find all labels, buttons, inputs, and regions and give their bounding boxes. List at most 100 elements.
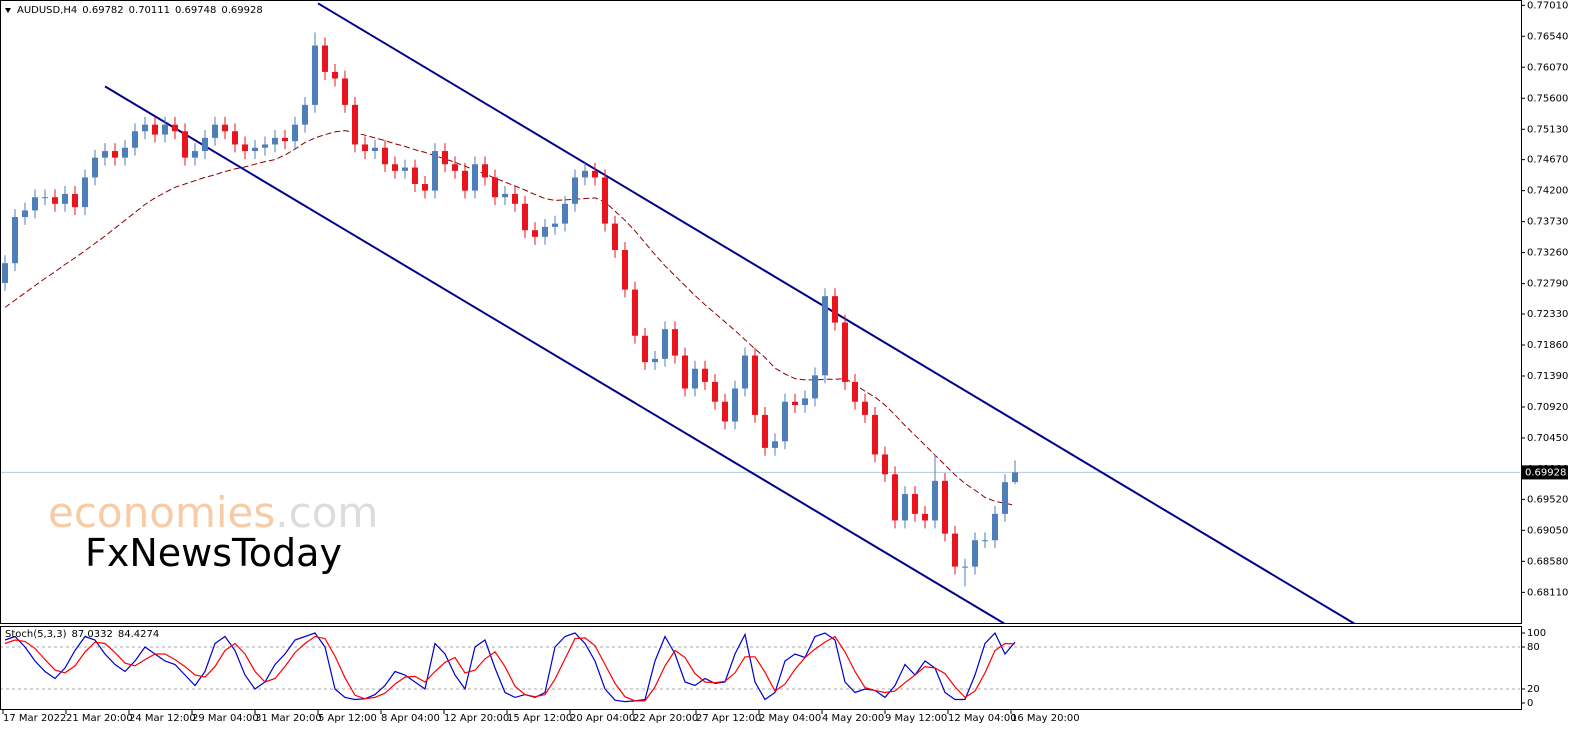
menu-arrow[interactable] <box>5 8 11 13</box>
x-tick-label: 4 May 20:00 <box>822 713 884 724</box>
stoch-line <box>4 635 1016 702</box>
candle-body <box>172 124 178 132</box>
candle-body <box>322 45 328 72</box>
stoch-tick-label: 80 <box>1527 642 1540 653</box>
candle-body <box>732 388 738 422</box>
candle-body <box>542 226 548 237</box>
candle-body <box>412 167 418 185</box>
candle-body <box>422 184 428 191</box>
candle-body <box>502 193 508 198</box>
x-tick-label: 12 May 04:00 <box>948 713 1017 724</box>
candle-body <box>902 494 908 521</box>
candle-body <box>112 151 118 158</box>
y-tick-label: 0.71860 <box>1527 340 1568 351</box>
candle-body <box>32 197 38 211</box>
watermark-sub: FxNewsToday <box>85 531 342 575</box>
y-tick-label: 0.72790 <box>1527 279 1568 290</box>
x-tick-label: 9 May 12:00 <box>885 713 947 724</box>
candle-body <box>892 474 898 521</box>
x-tick-label: 27 Apr 12:00 <box>696 713 761 724</box>
stoch-header-value: 87.0332 <box>71 629 112 640</box>
candle-body <box>132 131 138 148</box>
candle-body <box>42 197 48 199</box>
header-value: 0.70111 <box>129 5 170 16</box>
candle-body <box>882 454 888 475</box>
y-tick-label: 0.76070 <box>1527 62 1568 73</box>
candle-body <box>192 151 198 158</box>
candle-body <box>332 71 338 79</box>
y-tick-label: 0.72330 <box>1527 309 1568 320</box>
candle-body <box>402 167 408 171</box>
candle-body <box>782 401 788 442</box>
candle-body <box>362 144 368 152</box>
header-value: 0.69928 <box>221 5 262 16</box>
stoch-tick-label: 20 <box>1527 684 1540 695</box>
candle-body <box>262 144 268 148</box>
stoch-line <box>4 631 1016 703</box>
x-tick-label: 21 Mar 20:00 <box>66 713 133 724</box>
x-tick-label: 29 Mar 04:00 <box>192 713 259 724</box>
candle-body <box>212 124 218 138</box>
price-label: 0.69928 <box>1525 467 1566 478</box>
candle-body <box>552 223 558 227</box>
candle-body <box>272 137 278 145</box>
channel-line <box>104 85 1006 623</box>
candle-body <box>952 533 958 567</box>
candle-body <box>82 177 88 208</box>
y-tick-label: 0.69520 <box>1527 494 1568 505</box>
candle-body <box>932 480 938 521</box>
candle-body <box>382 147 388 165</box>
y-tick-label: 0.73730 <box>1527 217 1568 228</box>
candle-body <box>52 197 58 204</box>
candle-body <box>232 131 238 145</box>
x-tick-label: 15 Apr 12:00 <box>507 713 572 724</box>
candle-body <box>2 263 8 283</box>
candle-body <box>822 296 828 376</box>
x-tick-label: 2 May 04:00 <box>759 713 821 724</box>
candle-body <box>1002 482 1008 514</box>
candle-body <box>722 401 728 422</box>
candle-body <box>962 566 968 568</box>
main-plot <box>1 2 1520 623</box>
candle-body <box>772 441 778 448</box>
y-tick-label: 0.69050 <box>1527 525 1568 536</box>
candle-body <box>662 329 668 359</box>
candle-body <box>572 177 578 204</box>
candle-body <box>872 414 878 455</box>
candle-body <box>682 355 688 389</box>
candle-body <box>312 45 318 105</box>
stoch-header: Stoch(5,3,3) 87.0332 84.4274 <box>5 629 159 640</box>
candle-body <box>222 124 228 132</box>
candle-body <box>702 368 708 382</box>
stoch-tick-label: 0 <box>1527 698 1533 709</box>
candle-body <box>372 147 378 152</box>
candle-body <box>292 124 298 142</box>
candle-body <box>692 368 698 389</box>
candle-body <box>122 147 128 158</box>
x-tick-label: 31 Mar 20:00 <box>255 713 322 724</box>
candle-body <box>452 164 458 171</box>
main-panel <box>0 0 1522 624</box>
candle-body <box>652 358 658 363</box>
candle-body <box>802 398 808 406</box>
chart-header: AUDUSD,H4 0.69782 0.70111 0.69748 0.69928 <box>17 5 263 16</box>
candle-body <box>442 151 448 165</box>
candle-body <box>102 151 108 158</box>
y-tick-label: 0.68580 <box>1527 556 1568 567</box>
candle-body <box>12 217 18 264</box>
y-tick-label: 0.68110 <box>1527 587 1568 598</box>
candle-body <box>392 164 398 171</box>
price-label-box <box>1522 465 1568 480</box>
y-tick-label: 0.70920 <box>1527 402 1568 413</box>
candle-body <box>202 137 208 152</box>
candle-body <box>472 164 478 191</box>
candle-body <box>162 124 168 135</box>
stoch-panel <box>0 626 1522 710</box>
y-tick-label: 0.71390 <box>1527 371 1568 382</box>
candle-body <box>352 104 358 145</box>
candle-body <box>522 203 528 231</box>
candle-body <box>492 177 498 198</box>
x-tick-label: 12 Apr 20:00 <box>444 713 509 724</box>
candle-body <box>512 193 518 204</box>
